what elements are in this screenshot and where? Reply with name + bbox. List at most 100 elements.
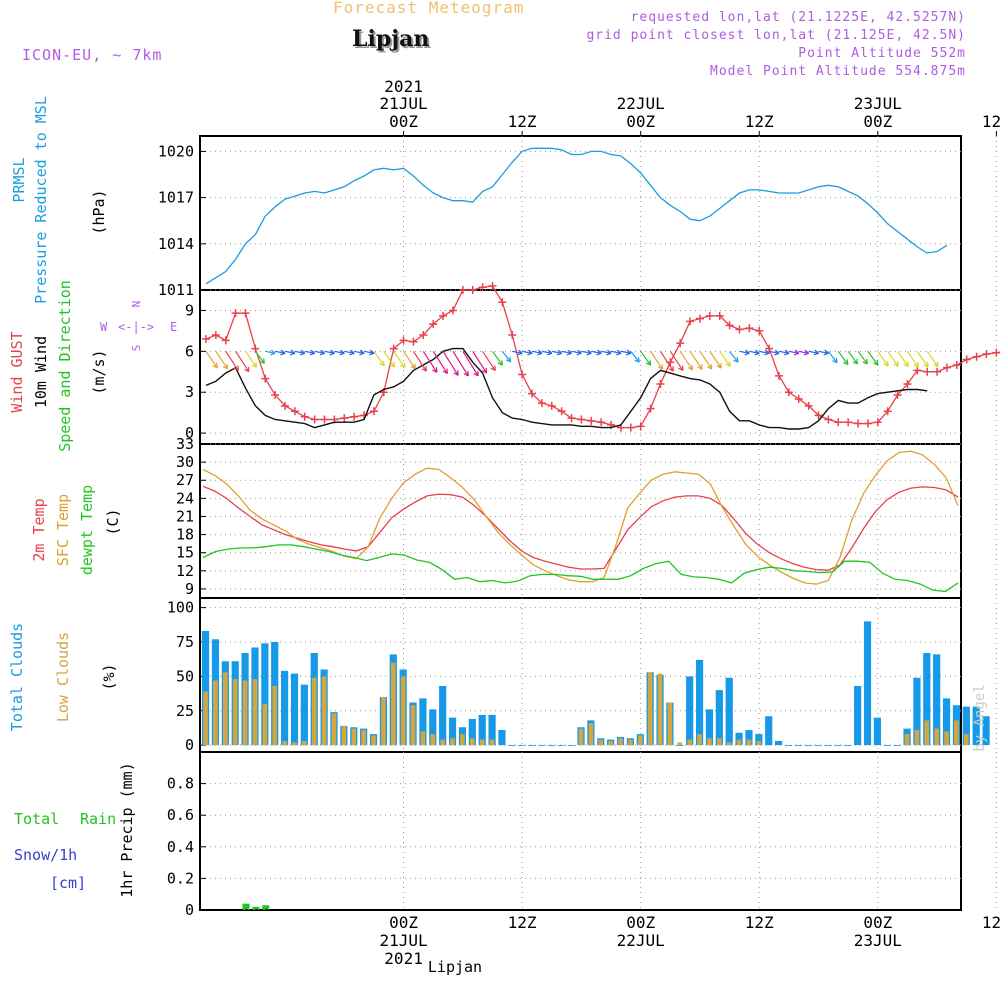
- gust-marker: [439, 311, 448, 320]
- wind-arrowhead: [903, 361, 909, 368]
- bottom-hour-label: 12Z: [508, 913, 537, 932]
- wind-arrowhead: [442, 368, 448, 375]
- wind-arrow: [847, 350, 858, 365]
- top-date-label: 21JUL: [379, 94, 427, 113]
- gust-marker: [784, 388, 793, 397]
- wind-arrowhead: [576, 349, 582, 356]
- wind-arrowhead: [537, 349, 543, 356]
- wind-arrowhead: [556, 349, 563, 356]
- bottom-date-label: 23JUL: [854, 931, 902, 950]
- bar-low-cloud: [964, 734, 969, 746]
- clouds-unit: (%): [100, 663, 118, 690]
- wind-arrow: [412, 350, 427, 372]
- top-hour-label: 00Z: [626, 112, 655, 131]
- gust-marker: [597, 418, 606, 427]
- wind-arrowhead: [803, 349, 810, 356]
- requested-coords: requested lon,lat (21.1225E, 42.5257N): [630, 10, 966, 25]
- wind-arrow: [462, 351, 479, 377]
- wind-arrowhead: [369, 349, 375, 356]
- bar-total-cloud: [913, 677, 921, 746]
- y-tick-label: 30: [176, 453, 194, 471]
- bar-low-cloud: [598, 739, 604, 746]
- gust-marker: [893, 390, 902, 399]
- clouds-total-label: Total Clouds: [8, 623, 26, 731]
- wind-arrowhead: [309, 349, 316, 356]
- wind-arrow: [620, 350, 632, 354]
- wind-arrowhead: [244, 366, 250, 373]
- y-tick-label: 0.4: [167, 838, 194, 856]
- bar-total-cloud: [676, 745, 684, 746]
- bar-total-cloud: [844, 745, 852, 746]
- wind-arrow: [403, 350, 416, 370]
- gust-marker: [537, 399, 546, 408]
- wind-arrow: [581, 350, 592, 354]
- wind-arrow: [818, 350, 829, 354]
- series-line-prmsl: [205, 147, 948, 285]
- bar-low-cloud: [954, 720, 959, 746]
- gust-marker: [271, 390, 280, 399]
- wind-arrow: [857, 350, 868, 365]
- wind-arrow: [265, 350, 276, 354]
- bar-low-cloud: [470, 738, 475, 746]
- gust-marker: [695, 314, 704, 323]
- bar-total-cloud: [557, 745, 565, 746]
- top-hour-label: 12Z: [982, 112, 1000, 131]
- bar-total-cloud: [281, 670, 289, 746]
- wind-arrowhead: [843, 359, 849, 366]
- gust-marker: [448, 306, 457, 315]
- gust-marker: [992, 348, 1000, 357]
- gust-marker: [300, 412, 309, 421]
- bar-low-cloud: [647, 672, 653, 746]
- gust-marker: [913, 366, 922, 375]
- bar-low-cloud: [657, 673, 663, 746]
- wind-arrow: [571, 350, 582, 354]
- gust-marker: [508, 330, 517, 339]
- temp-dew-label: dewpt Temp: [78, 485, 96, 575]
- bar-low-cloud: [588, 723, 594, 746]
- wind-arrowhead: [733, 357, 739, 363]
- wind-arrowhead: [473, 370, 479, 377]
- wind-arrowhead: [566, 349, 573, 356]
- bar-total-cloud: [735, 732, 743, 746]
- bar-total-cloud: [863, 621, 872, 746]
- bottom-hour-label: 00Z: [863, 913, 892, 932]
- bar-total-cloud: [942, 698, 951, 746]
- precip-rain-label-2: Rain: [80, 810, 116, 828]
- gust-marker: [498, 298, 507, 307]
- y-tick-label: 0.8: [167, 775, 194, 793]
- bar-low-cloud: [262, 703, 268, 746]
- bar-total-cloud: [814, 745, 822, 746]
- wind-arrowhead: [290, 349, 296, 356]
- gust-marker: [389, 344, 398, 353]
- wind-arrowhead: [299, 349, 306, 356]
- gust-marker: [804, 401, 813, 410]
- wind-arrow: [887, 350, 899, 367]
- bar-total-cloud: [804, 745, 812, 746]
- top-hour-label: 00Z: [389, 112, 418, 131]
- wind-arrow: [659, 350, 674, 372]
- wind-arrow: [837, 350, 849, 365]
- bottom-hour-label: 12Z: [745, 913, 774, 932]
- wind-arrowhead: [270, 349, 276, 356]
- y-tick-label: 18: [176, 526, 194, 544]
- wind-arrowhead: [251, 362, 258, 368]
- bar-low-cloud: [410, 705, 416, 746]
- wind-arrow: [699, 350, 713, 370]
- wind-arrow: [491, 350, 503, 366]
- y-tick-label: 15: [176, 544, 194, 562]
- wind-arrowhead: [716, 363, 722, 369]
- y-tick-label: 12: [176, 562, 194, 580]
- bar-total-cloud: [518, 745, 526, 746]
- bar-low-cloud: [726, 742, 732, 746]
- bar-total-cloud: [547, 745, 555, 746]
- bar-precip-rain: [252, 906, 260, 910]
- wind-arrowhead: [280, 349, 286, 356]
- wind-arrow: [916, 350, 929, 368]
- wind-arrow: [827, 350, 838, 364]
- bar-low-cloud: [460, 734, 465, 746]
- bar-low-cloud: [213, 680, 218, 746]
- wind-arrow: [373, 350, 385, 367]
- temp-sfc-label: SFC Temp: [54, 494, 72, 566]
- top-year-label: 2021: [384, 77, 423, 96]
- wind-arrowhead: [233, 365, 239, 372]
